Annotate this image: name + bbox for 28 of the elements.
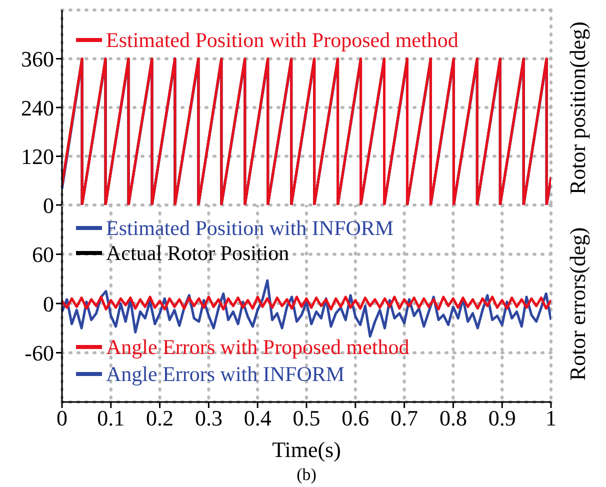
x-tick-label: 0.2: [146, 406, 174, 431]
legend-label: Actual Rotor Position: [106, 241, 290, 265]
legend-label: Angle Errors with INFORM: [106, 362, 345, 386]
x-tick-label: 0.1: [97, 406, 125, 431]
x-axis-title: Time(s): [272, 437, 341, 463]
x-tick-label: 0.7: [390, 406, 418, 431]
y-tick-label: 120: [21, 144, 54, 170]
y-tick-label: 0: [43, 192, 54, 218]
y-tick-label: 60: [32, 242, 54, 268]
y-tick-label: 240: [21, 95, 54, 120]
text: (b): [296, 465, 316, 485]
y-tick-label: -60: [24, 340, 54, 366]
x-tick-label: 0.6: [342, 406, 370, 431]
line-series: [62, 296, 551, 310]
x-tick-label: 0.9: [488, 406, 516, 431]
x-tick-label: 0.8: [439, 406, 467, 431]
legend-label: Estimated Position with Proposed method: [106, 28, 458, 52]
y-tick-label: 360: [21, 46, 54, 72]
x-tick-label: 0.4: [244, 406, 272, 431]
line-series: [62, 279, 551, 338]
x-tick-label: 0.3: [194, 406, 222, 431]
y-axis-title: Rotor position(deg): [565, 21, 591, 194]
legend-label: Estimated Position with INFORM: [106, 216, 394, 240]
series-label: Angle Errors with Proposed method: [106, 335, 410, 359]
x-tick-label: 0.5: [292, 406, 320, 431]
y-axis-title: Rotor errors(deg): [565, 226, 591, 380]
y-tick-label: 0: [43, 291, 54, 316]
x-tick-label: 1: [546, 406, 556, 431]
